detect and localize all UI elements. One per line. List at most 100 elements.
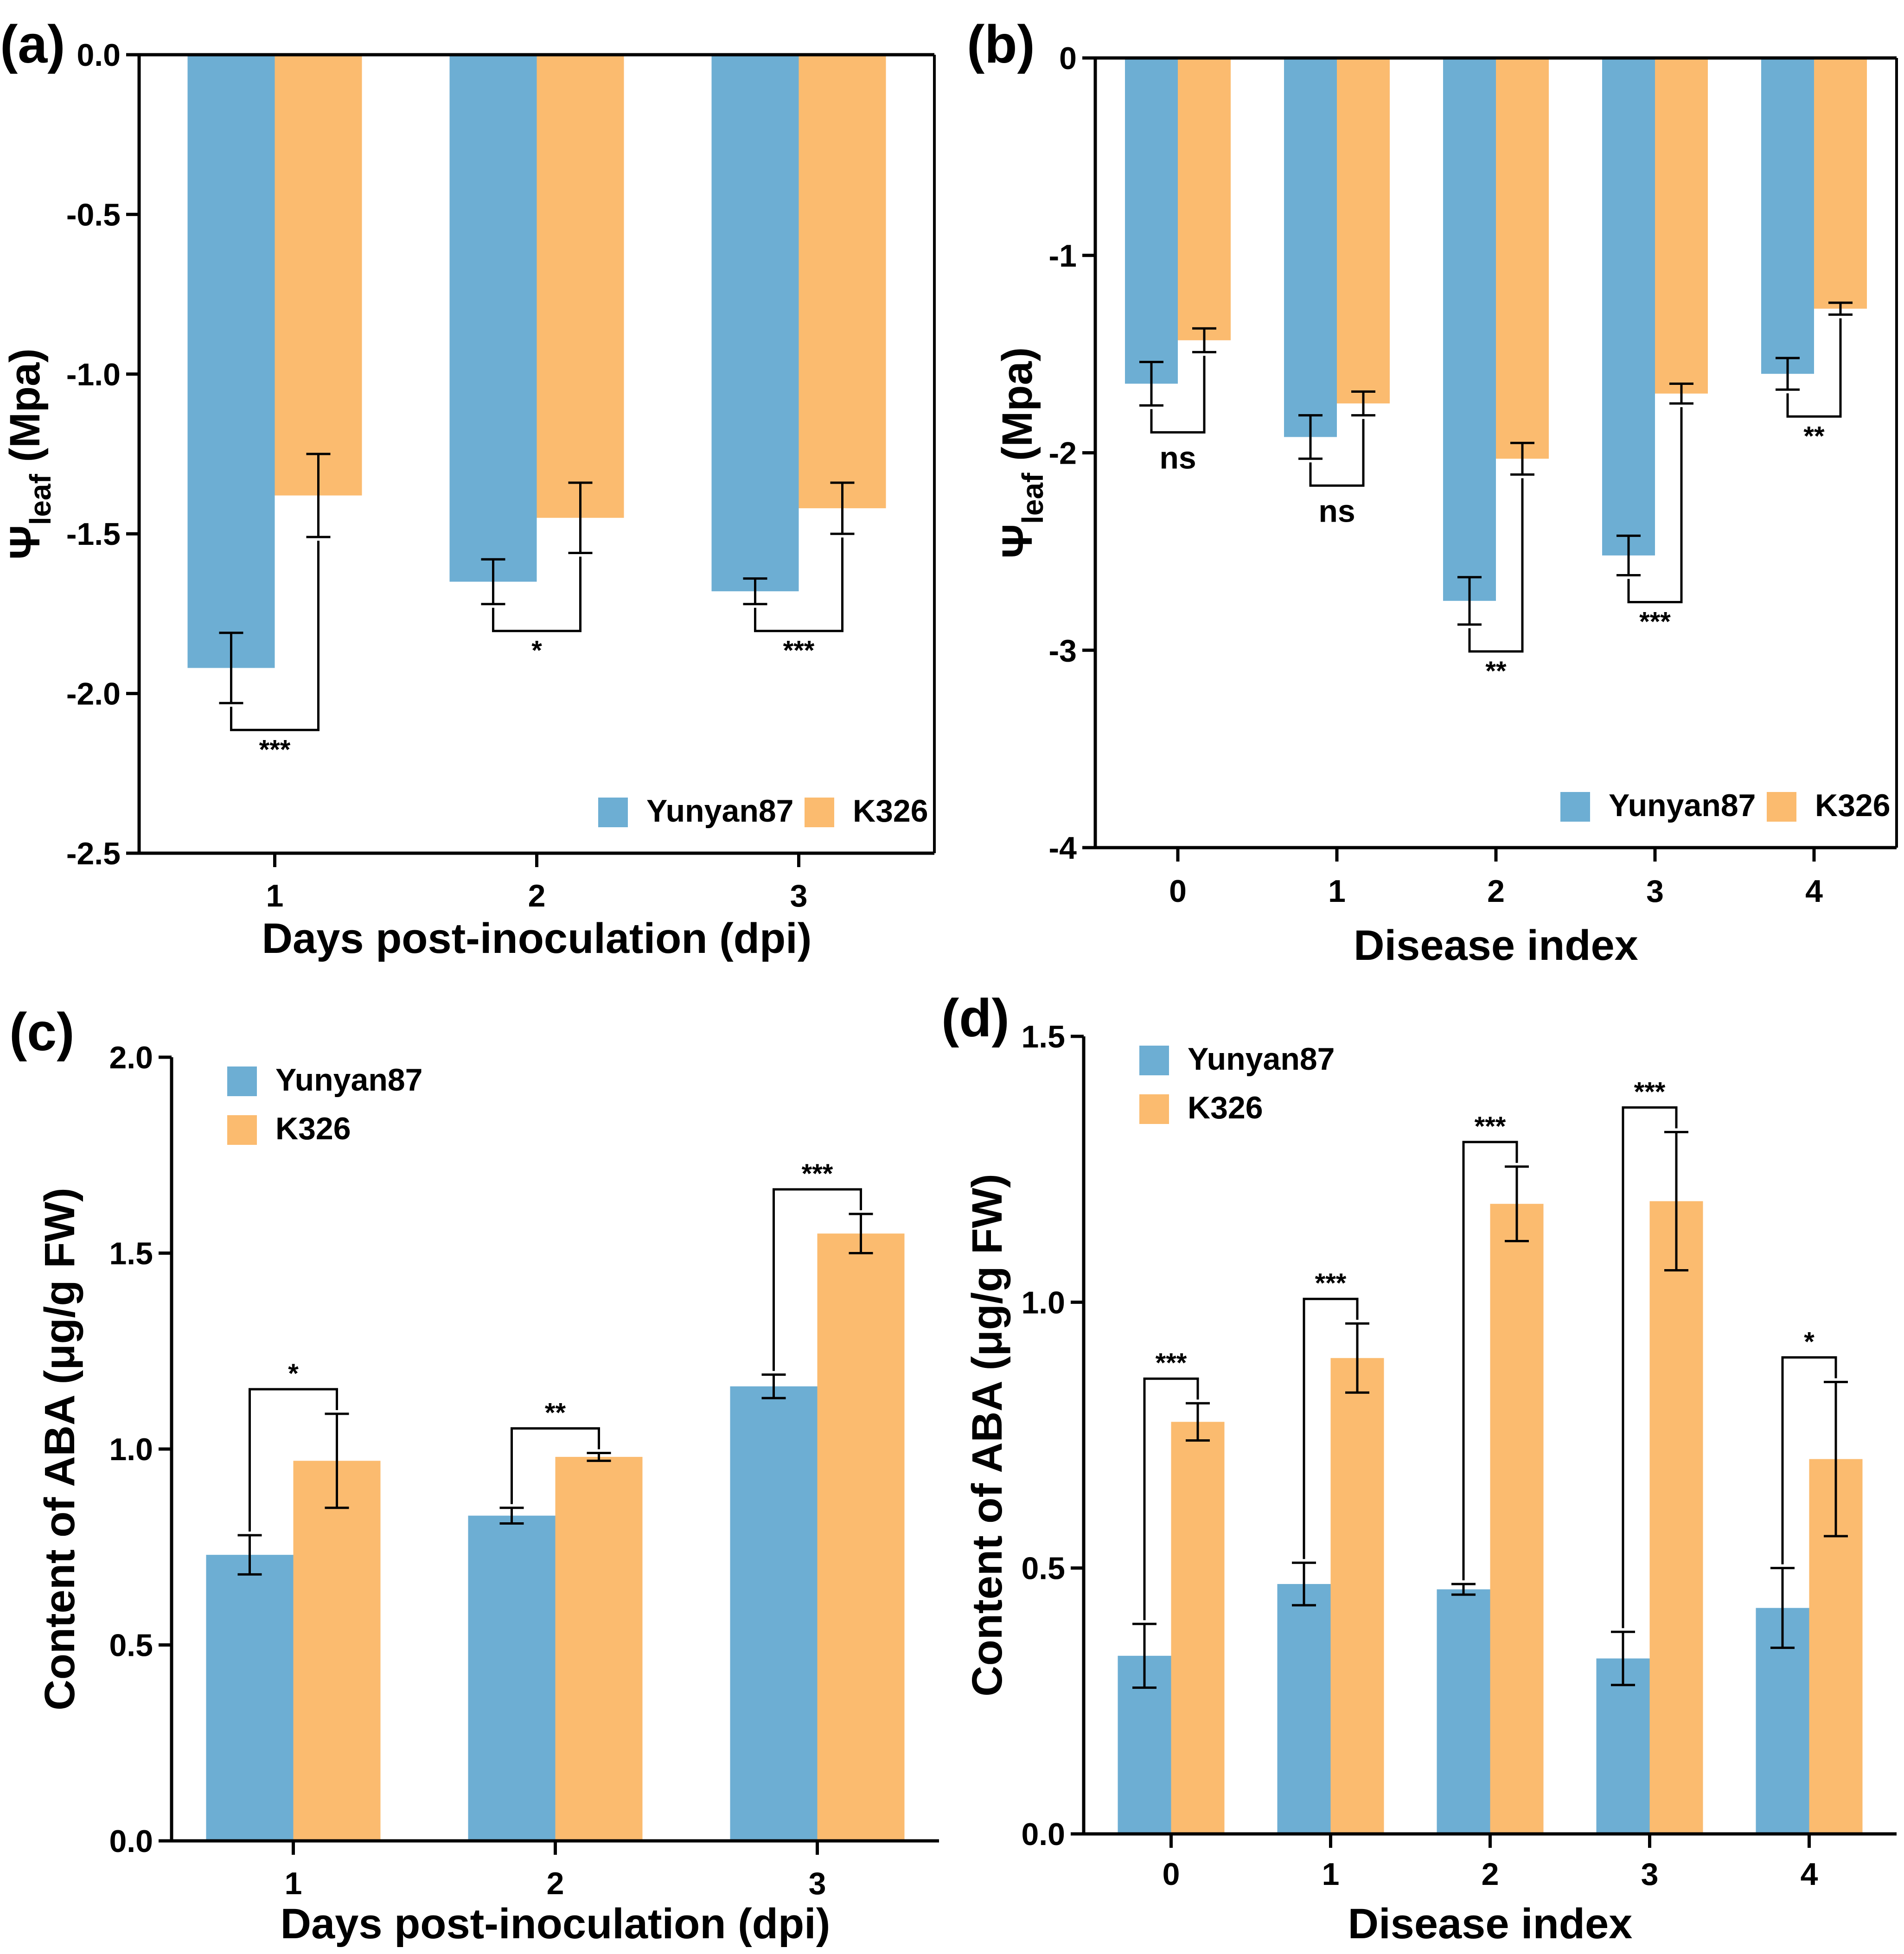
significance-bracket	[1150, 356, 1206, 434]
significance-label: *	[1804, 1327, 1815, 1357]
y-tick-label: 1.5	[109, 1236, 153, 1271]
bar-yunyan87-3	[1596, 1658, 1650, 1834]
y-axis-title-main: Ψ	[1, 525, 49, 559]
y-tick-label: -2.0	[66, 677, 121, 712]
y-axis-title-main: Content of ABA (μg/g FW)	[964, 1174, 1011, 1697]
bar-yunyan87-0	[1125, 58, 1178, 384]
x-tick-label: 2	[528, 878, 546, 913]
x-axis-title: Disease index	[1348, 1900, 1633, 1948]
y-axis-title: Ψleaf (Mpa)	[994, 347, 1049, 559]
bar-yunyan87-2	[449, 55, 537, 582]
legend-swatch-yunyan87	[1560, 792, 1590, 822]
significance-bracket	[1143, 1377, 1199, 1621]
significance-label: ***	[1475, 1111, 1506, 1142]
bar-k326-1	[293, 1461, 381, 1841]
significance-label: ***	[1639, 607, 1671, 637]
legend-label-k326: K326	[1815, 788, 1891, 823]
significance-label: ***	[783, 636, 815, 666]
y-tick-label: 0.5	[109, 1628, 153, 1663]
significance-bracket	[1786, 318, 1842, 418]
x-tick-label: 2	[1482, 1857, 1499, 1892]
y-tick-label: 1.5	[1021, 1019, 1065, 1054]
y-tick-label: 0.5	[1021, 1551, 1065, 1586]
bar-yunyan87-1	[206, 1555, 294, 1841]
significance-label: ***	[1156, 1348, 1187, 1378]
bar-yunyan87-1	[1284, 58, 1337, 437]
bar-k326-1	[1330, 1358, 1384, 1834]
bar-k326-0	[1171, 1422, 1225, 1834]
y-axis-title-main: Ψ	[994, 524, 1041, 558]
significance-bracket	[773, 1188, 862, 1371]
significance-bracket	[1781, 1356, 1837, 1564]
legend-swatch-yunyan87	[227, 1066, 257, 1096]
significance-label: **	[1485, 656, 1507, 686]
significance-bracket	[1627, 407, 1683, 603]
legend-swatch-k326	[805, 798, 834, 827]
x-tick-label: 3	[809, 1866, 826, 1901]
bar-yunyan87-2	[468, 1515, 556, 1841]
legend-swatch-yunyan87	[1139, 1046, 1169, 1075]
bar-k326-3	[817, 1233, 905, 1841]
x-tick-label: 2	[547, 1866, 564, 1901]
x-tick-label: 0	[1169, 874, 1187, 909]
y-axis-title: Ψleaf (Mpa)	[1, 348, 57, 560]
significance-label: ns	[1159, 440, 1196, 475]
y-tick-label: -4	[1049, 830, 1077, 866]
bar-k326-0	[1178, 58, 1231, 340]
significance-bracket	[754, 537, 843, 632]
x-tick-label: 2	[1487, 874, 1505, 909]
y-tick-label: 2.0	[109, 1040, 153, 1075]
bar-k326-3	[1655, 58, 1708, 394]
bar-k326-2	[1490, 1204, 1544, 1834]
legend-swatch-k326	[1139, 1094, 1169, 1124]
y-axis-title-main: Content of ABA (μg/g FW)	[36, 1188, 83, 1711]
y-axis-title-subscript: leaf	[24, 473, 57, 525]
y-tick-label: -0.5	[66, 197, 121, 232]
legend-label-k326: K326	[853, 793, 928, 829]
x-axis-title: Days post-inoculation (dpi)	[262, 915, 812, 962]
bar-yunyan87-1	[187, 55, 275, 668]
y-axis-title-subscript: leaf	[1016, 473, 1049, 524]
significance-label: ***	[259, 734, 291, 765]
bar-yunyan87-2	[1437, 1589, 1490, 1834]
y-tick-label: 0	[1059, 41, 1077, 76]
y-axis-title: Content of ABA (μg/g FW)	[36, 1188, 83, 1711]
panel-a: (a)**** ***0.0-0.5-1.0-1.5-2.0-2.51 2 3Days…	[0, 15, 936, 962]
bar-k326-3	[799, 55, 886, 509]
x-axis-title: Disease index	[1354, 922, 1638, 969]
bar-k326-1	[275, 55, 362, 496]
y-axis-title-unit: (Mpa)	[994, 347, 1041, 473]
x-tick-label: 4	[1805, 874, 1823, 909]
y-axis-title-unit: (Mpa)	[1, 348, 49, 474]
x-tick-label: 3	[1646, 874, 1664, 909]
legend-label-yunyan87: Yunyan87	[646, 793, 794, 829]
legend-label-yunyan87: Yunyan87	[1188, 1041, 1335, 1077]
y-tick-label: 0.0	[109, 1824, 153, 1859]
legend-swatch-k326	[227, 1115, 257, 1145]
bar-yunyan87-2	[1443, 58, 1496, 601]
y-tick-label: -1.5	[66, 517, 121, 552]
bar-yunyan87-3	[730, 1386, 818, 1841]
significance-label: **	[545, 1398, 566, 1428]
panel-d: (d)*************0.00.51.01.50 1 2 3 4Disease…	[941, 989, 1897, 1948]
x-tick-label: 1	[285, 1866, 302, 1901]
significance-label: *	[288, 1359, 299, 1389]
significance-bracket	[1468, 478, 1524, 653]
x-tick-label: 3	[1641, 1857, 1659, 1892]
significance-label: ***	[1634, 1077, 1666, 1107]
significance-bracket	[1622, 1106, 1678, 1628]
y-tick-label: -2	[1049, 436, 1077, 471]
bar-k326-2	[1496, 58, 1549, 459]
bar-k326-4	[1814, 58, 1867, 309]
panel-label: (d)	[941, 989, 1010, 1048]
x-tick-label: 1	[1328, 874, 1346, 909]
panel-label: (b)	[967, 15, 1035, 74]
x-tick-label: 0	[1163, 1857, 1180, 1892]
y-tick-label: -3	[1049, 633, 1077, 668]
significance-label: ns	[1318, 493, 1355, 529]
significance-bracket	[1462, 1141, 1518, 1581]
y-tick-label: -1.0	[66, 357, 121, 392]
bar-yunyan87-3	[711, 55, 799, 592]
legend-label-yunyan87: Yunyan87	[275, 1062, 423, 1098]
y-axis-title: Content of ABA (μg/g FW)	[964, 1174, 1011, 1697]
